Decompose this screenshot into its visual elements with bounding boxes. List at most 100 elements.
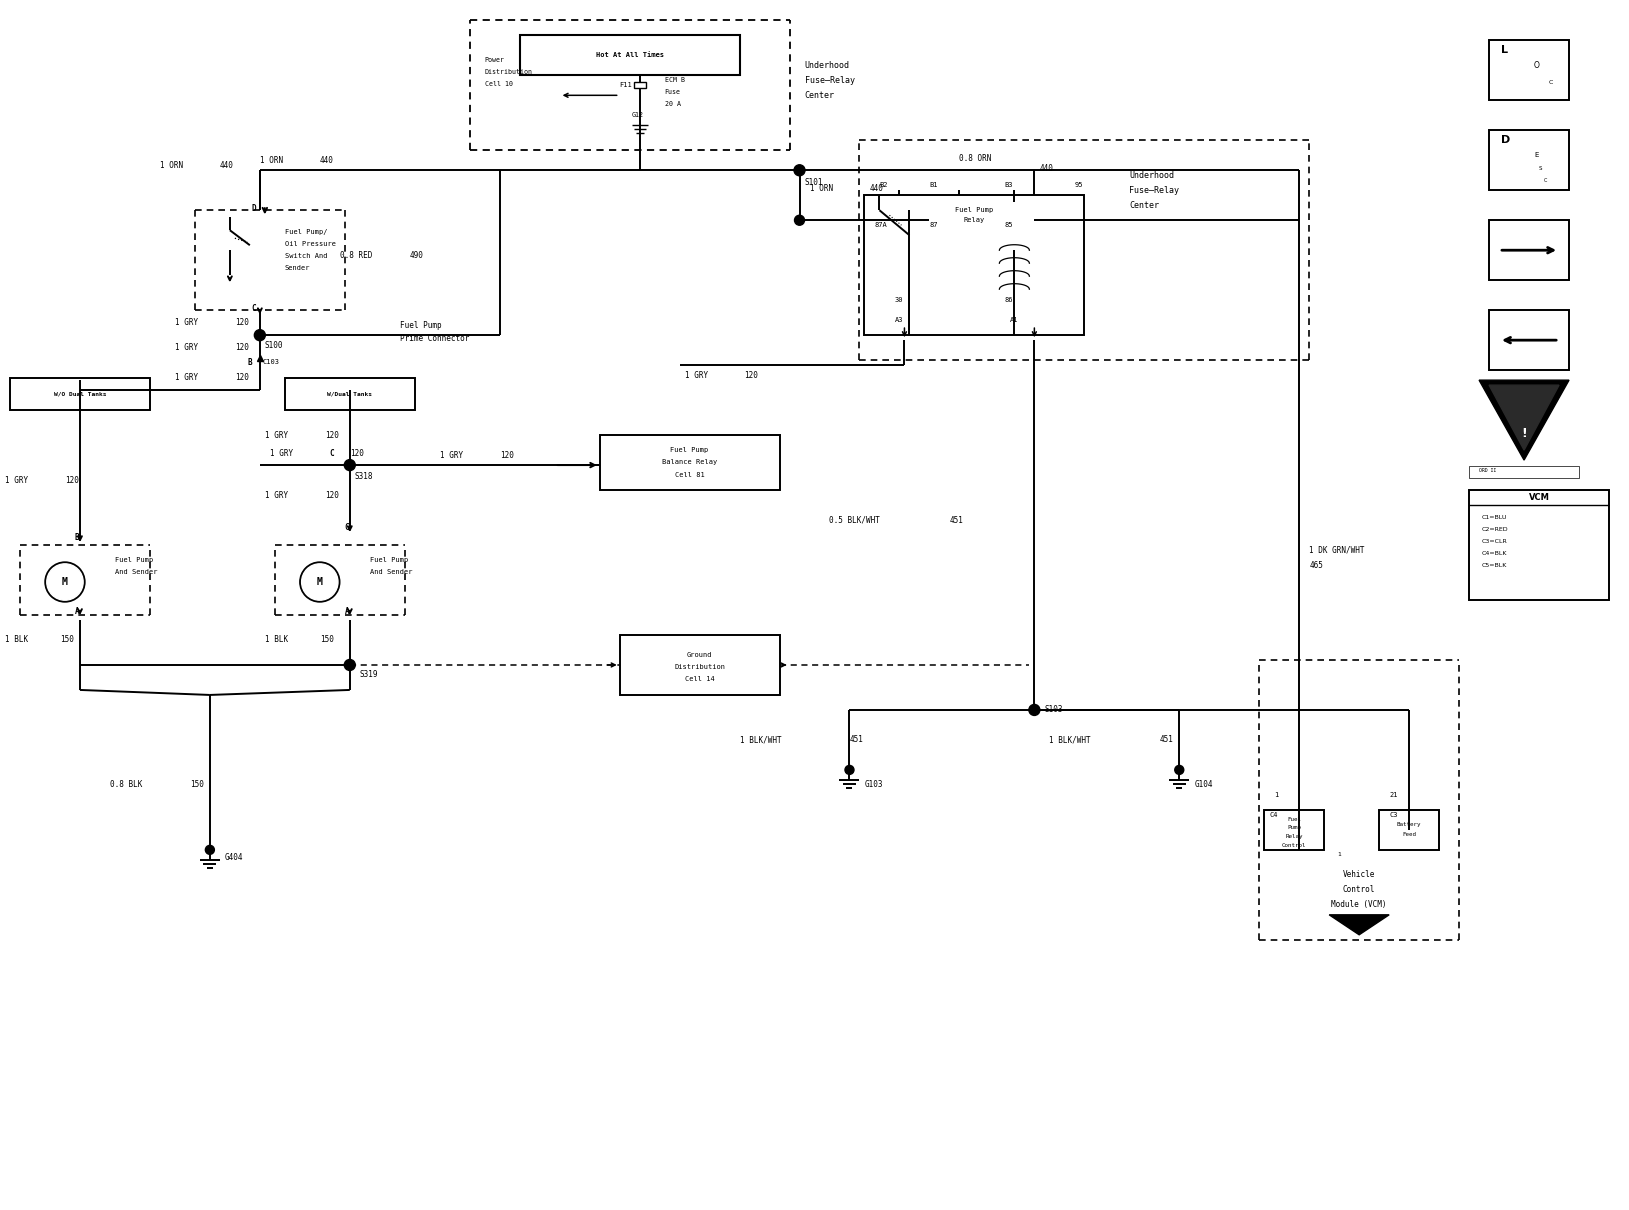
Text: C4: C4: [1269, 812, 1277, 818]
Text: C: C: [329, 449, 334, 457]
Text: G104: G104: [1194, 780, 1212, 789]
Circle shape: [795, 215, 805, 225]
Text: S100: S100: [266, 341, 283, 350]
Circle shape: [47, 564, 83, 600]
Text: C3: C3: [1390, 812, 1398, 818]
Text: 150: 150: [191, 780, 204, 789]
Circle shape: [300, 561, 340, 603]
Circle shape: [793, 165, 805, 175]
Text: C: C: [345, 523, 349, 531]
Text: C4=BLK: C4=BLK: [1482, 551, 1507, 555]
Text: Battery: Battery: [1398, 823, 1422, 828]
Text: Center: Center: [805, 91, 834, 99]
Bar: [1489, 131, 1569, 190]
Bar: [285, 379, 415, 410]
Text: VCM: VCM: [1528, 492, 1549, 502]
Text: A: A: [75, 607, 80, 617]
Text: Ground: Ground: [687, 652, 712, 658]
Text: Fuel Pump: Fuel Pump: [116, 557, 153, 563]
Text: 0.5 BLK/WHT: 0.5 BLK/WHT: [829, 515, 880, 525]
Text: 1 ORN: 1 ORN: [261, 156, 283, 165]
Text: Balance Relay: Balance Relay: [661, 459, 717, 465]
Text: 120: 120: [235, 373, 249, 381]
Text: Relay: Relay: [964, 218, 986, 223]
Text: 120: 120: [235, 318, 249, 327]
Text: Fuse–Relay: Fuse–Relay: [1129, 186, 1179, 195]
Circle shape: [254, 329, 266, 341]
Text: Relay: Relay: [1285, 835, 1303, 840]
Text: Distribution: Distribution: [674, 664, 725, 670]
Text: W/Dual Tanks: W/Dual Tanks: [327, 392, 373, 397]
Text: And Sender: And Sender: [116, 569, 158, 575]
Text: 120: 120: [65, 476, 78, 484]
Text: 1 ORN: 1 ORN: [810, 184, 832, 192]
Text: 150: 150: [319, 635, 334, 645]
Text: 1 GRY: 1 GRY: [684, 370, 707, 380]
Bar: [1489, 220, 1569, 281]
Text: 86: 86: [1005, 298, 1013, 304]
Text: Fuel Pump: Fuel Pump: [955, 207, 994, 213]
Text: B: B: [248, 358, 252, 367]
Text: 1 GRY: 1 GRY: [174, 373, 199, 381]
Text: And Sender: And Sender: [370, 569, 412, 575]
Text: A3: A3: [894, 317, 902, 323]
Text: C2=RED: C2=RED: [1482, 526, 1508, 531]
Text: 451: 451: [950, 515, 963, 525]
Text: C1=BLU: C1=BLU: [1482, 514, 1507, 519]
Text: A: A: [345, 607, 349, 617]
Text: 95: 95: [1075, 183, 1083, 189]
Bar: [1469, 490, 1609, 600]
Text: 1 ORN: 1 ORN: [160, 161, 182, 169]
Text: 120: 120: [324, 431, 339, 439]
Text: 0.8 BLK: 0.8 BLK: [109, 780, 142, 789]
Text: Vehicle: Vehicle: [1342, 870, 1375, 880]
Text: B2: B2: [880, 183, 888, 189]
Circle shape: [344, 460, 355, 471]
Text: 0.8 RED: 0.8 RED: [340, 250, 371, 260]
Circle shape: [205, 846, 215, 854]
Text: 1 GRY: 1 GRY: [174, 342, 199, 352]
Text: 440: 440: [870, 184, 883, 192]
Text: Cell 81: Cell 81: [674, 472, 704, 478]
Text: 0.8 ORN: 0.8 ORN: [959, 154, 992, 163]
Text: B: B: [75, 532, 80, 542]
Bar: [1469, 466, 1579, 478]
Text: 120: 120: [324, 490, 339, 500]
Text: 1 GRY: 1 GRY: [270, 449, 293, 457]
Text: 120: 120: [235, 342, 249, 352]
Text: 1: 1: [1337, 852, 1341, 858]
Circle shape: [1175, 766, 1184, 774]
Text: M: M: [62, 577, 68, 587]
Bar: [1489, 310, 1569, 370]
Text: Cell 10: Cell 10: [485, 81, 513, 87]
Text: 30: 30: [894, 298, 902, 304]
Text: 150: 150: [60, 635, 73, 645]
Text: 1 DK GRN/WHT: 1 DK GRN/WHT: [1310, 546, 1365, 554]
Text: Hot At All Times: Hot At All Times: [596, 52, 663, 58]
Text: Power: Power: [485, 57, 505, 63]
Text: 451: 451: [1160, 736, 1173, 744]
Polygon shape: [1479, 380, 1569, 460]
Text: Pump: Pump: [1287, 825, 1302, 830]
Text: Switch And: Switch And: [285, 253, 327, 259]
Text: D: D: [1500, 136, 1510, 145]
Text: Control: Control: [1282, 843, 1306, 848]
Text: L: L: [1500, 45, 1508, 56]
Text: 1 BLK/WHT: 1 BLK/WHT: [1049, 736, 1091, 744]
Polygon shape: [1489, 385, 1559, 450]
Text: Fuel: Fuel: [1287, 818, 1302, 823]
Circle shape: [46, 561, 85, 603]
Text: Feed: Feed: [1403, 832, 1416, 837]
Text: ECM B: ECM B: [665, 77, 684, 83]
Text: Prime Connector: Prime Connector: [399, 334, 469, 342]
Text: F11: F11: [619, 82, 632, 88]
Text: 490: 490: [411, 250, 424, 260]
Text: 20 A: 20 A: [665, 102, 681, 108]
Text: S103: S103: [1044, 705, 1062, 714]
Polygon shape: [1329, 915, 1390, 935]
Bar: [10, 379, 150, 410]
Text: S101: S101: [805, 178, 823, 186]
Text: Sender: Sender: [285, 265, 311, 271]
Text: W/O Dual Tanks: W/O Dual Tanks: [54, 392, 106, 397]
Text: Fuel Pump/: Fuel Pump/: [285, 229, 327, 235]
